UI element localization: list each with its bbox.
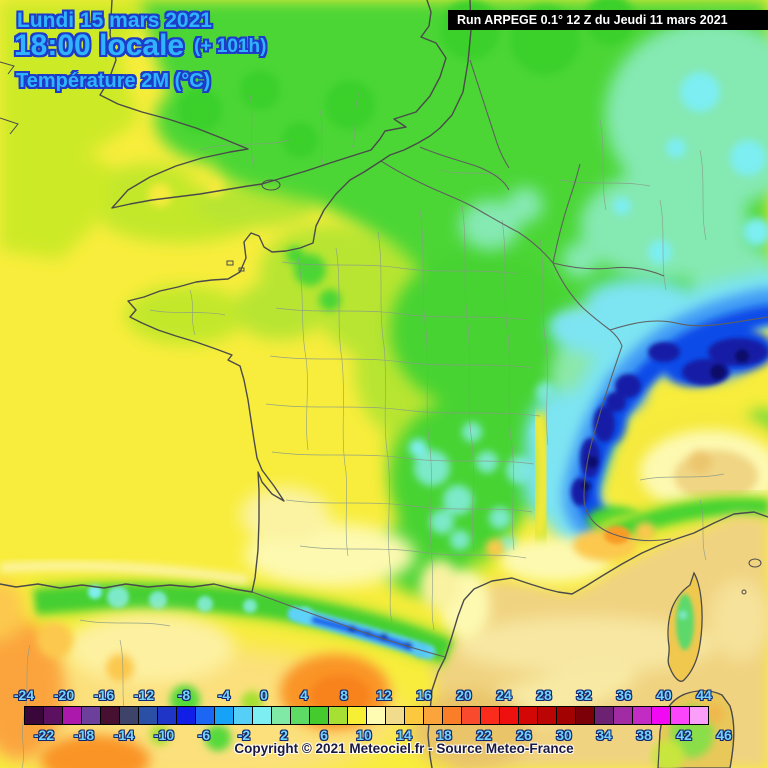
legend-color-cell [309,706,329,725]
legend-color-cell [385,706,405,725]
legend-tick-label: 0 [260,687,268,703]
copyright-text: Copyright © 2021 Meteociel.fr - Source M… [234,741,574,756]
legend-color-cell [233,706,253,725]
legend-color-cell [195,706,215,725]
legend-tick-label: -4 [217,687,231,703]
legend-color-cell [62,706,82,725]
legend-color-cell [328,706,348,725]
alps-cold-region [523,271,768,555]
legend-tick-label: -12 [133,687,155,703]
legend-color-cell [100,706,120,725]
legend-color-cell [556,706,576,725]
legend-tick-label: 24 [496,687,512,703]
legend-color-cell [423,706,443,725]
forecast-time-label: 18:00 locale [14,29,185,62]
legend-tick-label: 42 [676,727,692,743]
forecast-time: 18:00 locale (+ 101h) [14,29,266,63]
legend-tick-label: 12 [376,687,392,703]
legend-color-cell [81,706,101,725]
legend-color-cell [442,706,462,725]
legend-color-cell [537,706,557,725]
legend-color-cell [575,706,595,725]
legend-tick-label: 46 [716,727,732,743]
legend-color-cell [366,706,386,725]
variable-label: Température 2M (°C) [16,70,211,92]
legend-color-cell [119,706,139,725]
legend-tick-label: -6 [197,727,211,743]
legend-color-cell [290,706,310,725]
legend-colorbar [24,706,744,725]
legend-tick-label: 20 [456,687,472,703]
legend-color-cell [613,706,633,725]
legend-tick-label: 18 [436,727,452,743]
legend-tick-label: 30 [556,727,572,743]
department-borders [21,89,725,768]
run-info-box: Run ARPEGE 0.1° 12 Z du Jeudi 11 mars 20… [448,10,768,30]
legend-color-cell [214,706,234,725]
legend-color-cell [404,706,424,725]
legend-color-cell [271,706,291,725]
legend-tick-label: 8 [340,687,348,703]
small-islands [0,61,762,595]
legend-color-cell [138,706,158,725]
legend-tick-label: -14 [113,727,135,743]
legend-color-cell [176,706,196,725]
legend-tick-label: -8 [177,687,191,703]
legend-color-cell [594,706,614,725]
legend-color-cell [43,706,63,725]
cyan-spots-northeast [613,72,768,264]
legend-tick-label: 38 [636,727,652,743]
legend-tick-label: 6 [320,727,328,743]
country-borders [251,59,768,658]
legend-tick-label: 4 [300,687,308,703]
legend-color-cell [499,706,519,725]
legend-tick-label: 10 [356,727,372,743]
legend-tick-label: 44 [696,687,712,703]
legend-color-cell [24,706,44,725]
legend-tick-label: 36 [616,687,632,703]
legend-tick-label: 14 [396,727,412,743]
aquitaine-plain [240,487,415,587]
teal-spots-massif [409,382,556,554]
legend-color-cell [480,706,500,725]
legend-tick-label: -16 [93,687,115,703]
legend-color-cell [689,706,709,725]
spain-warm-region [0,561,400,768]
legend-tick-label: 40 [656,687,672,703]
legend-tick-label: 16 [416,687,432,703]
legend-color-cell [347,706,367,725]
legend-color-cell [252,706,272,725]
legend-tick-label: -24 [13,687,35,703]
legend-color-cell [518,706,538,725]
legend-color-cell [632,706,652,725]
legend-tick-label: -20 [53,687,75,703]
pyrenees-band [32,578,455,669]
forecast-date: Lundi 15 mars 2021 [17,9,212,32]
rhone-valley [525,412,557,538]
legend-color-cell [461,706,481,725]
corsica-island [667,571,703,682]
legend-tick-label: -18 [73,727,95,743]
legend-color-cell [670,706,690,725]
legend-tick-label: 34 [596,727,612,743]
legend-tick-label: 26 [516,727,532,743]
legend-tick-label: -2 [237,727,251,743]
legend-tick-label: -10 [153,727,175,743]
legend-tick-label: 32 [576,687,592,703]
legend-tick-label: 22 [476,727,492,743]
legend-tick-label: -22 [33,727,55,743]
legend-color-cell [651,706,671,725]
legend-tick-label: 28 [536,687,552,703]
legend-tick-label: 2 [280,727,288,743]
legend-color-cell [157,706,177,725]
forecast-hour-offset: (+ 101h) [194,36,267,57]
